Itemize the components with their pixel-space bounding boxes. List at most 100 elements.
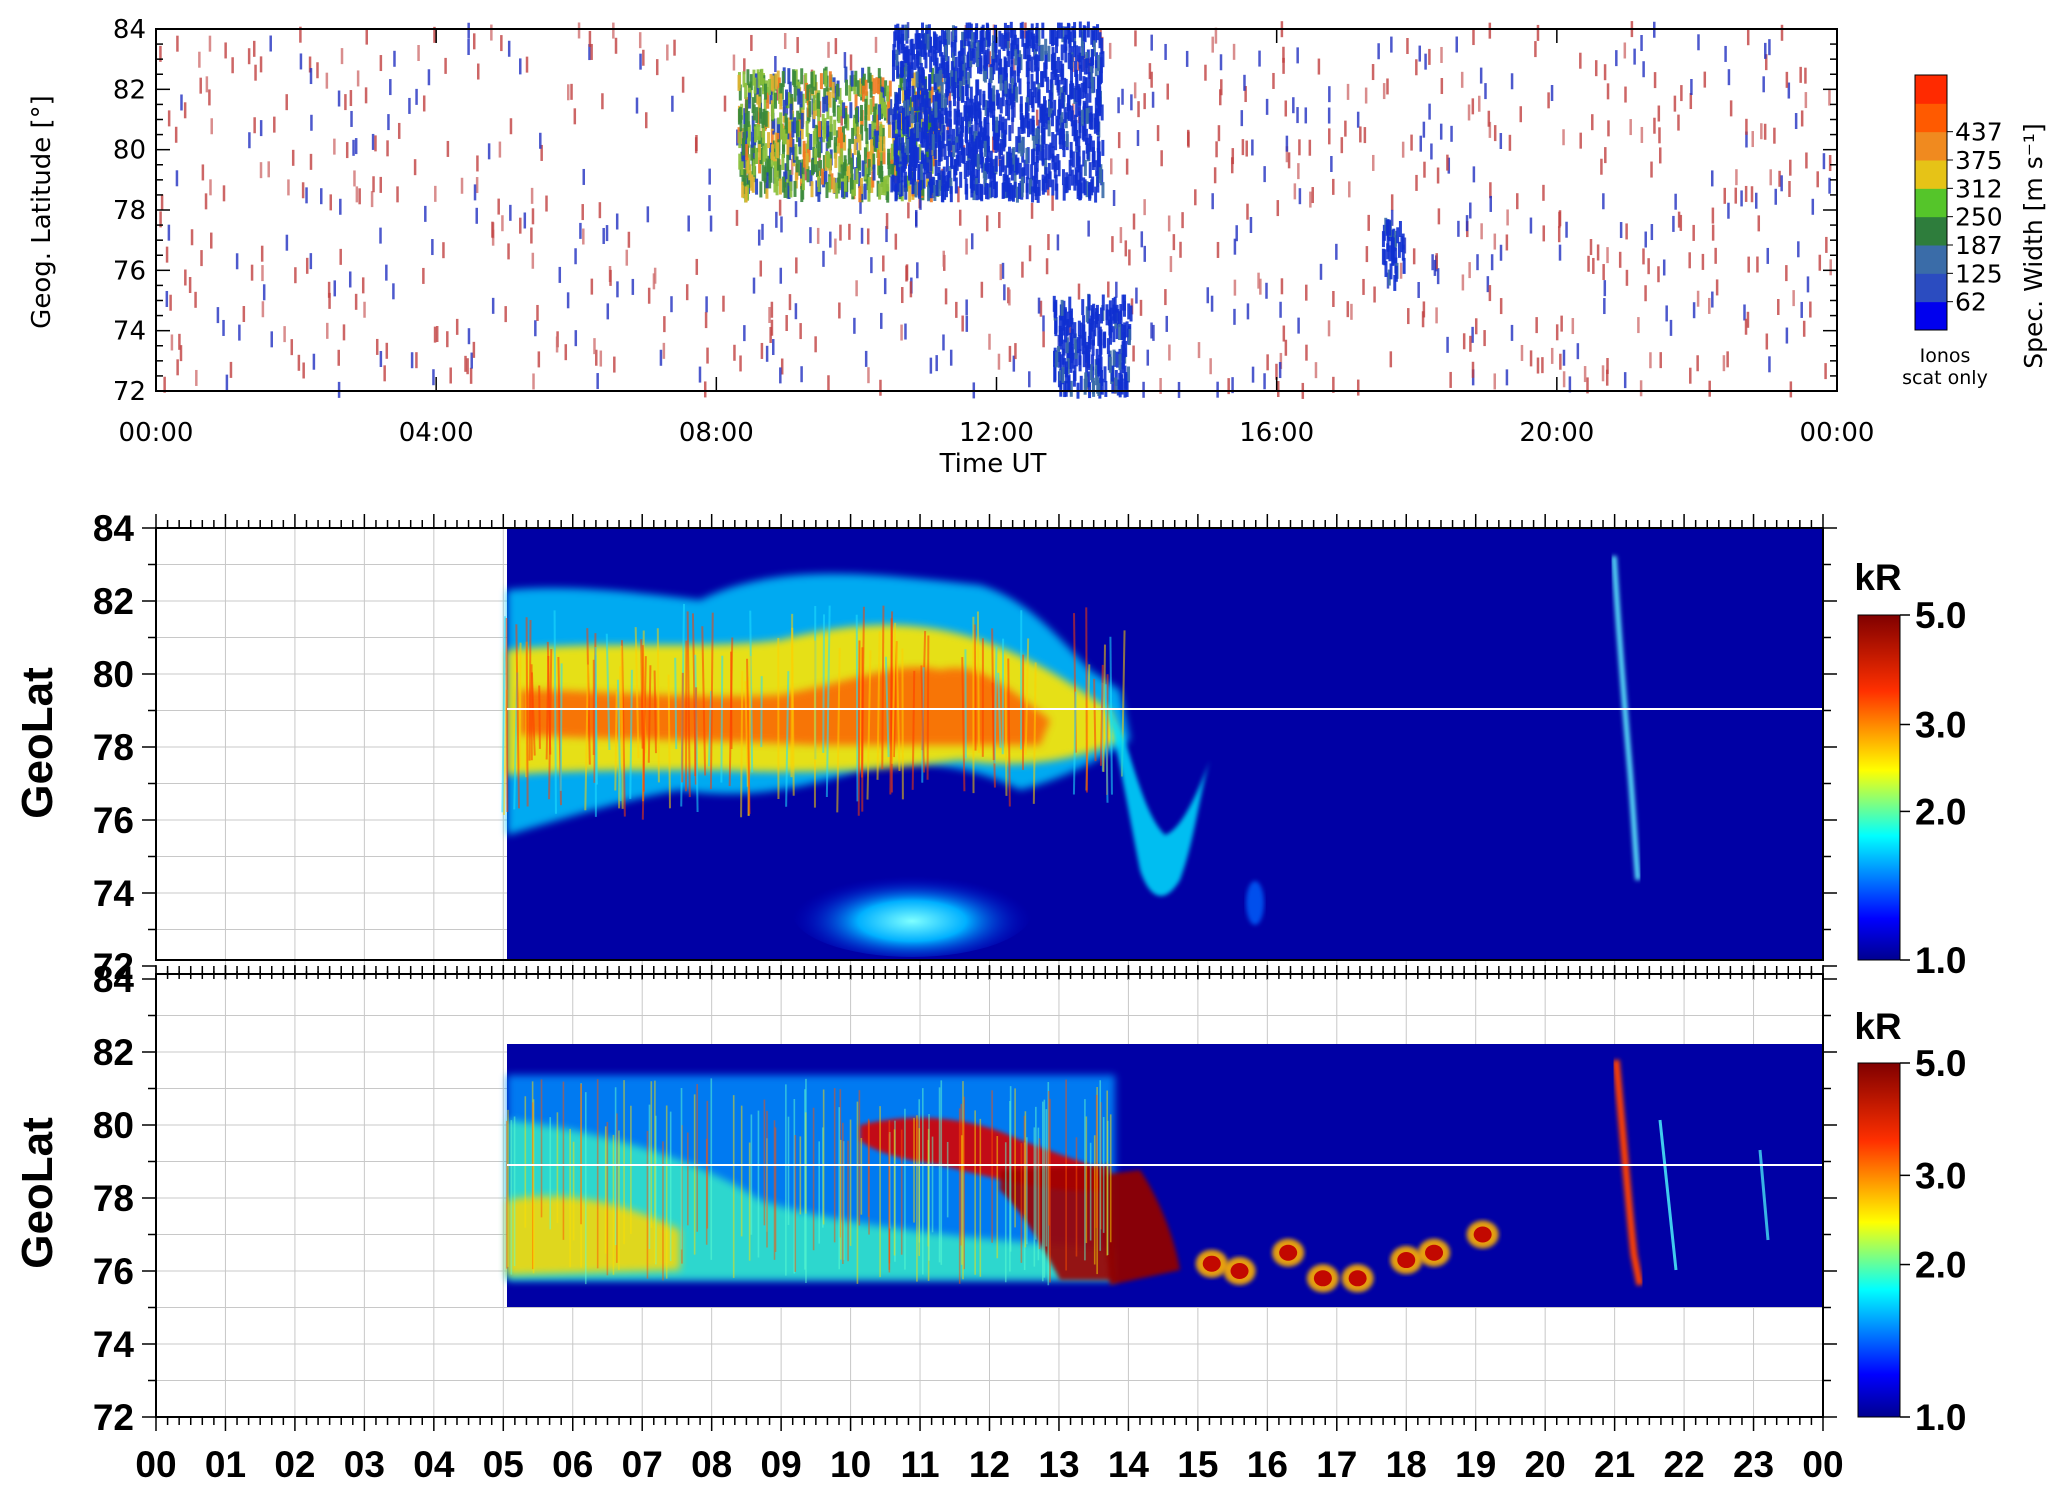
scatter-mark bbox=[758, 157, 762, 174]
scatter-mark bbox=[1082, 125, 1086, 142]
scatter-mark bbox=[1013, 181, 1017, 198]
scatter-mark bbox=[1356, 379, 1360, 396]
scatter-mark bbox=[170, 334, 174, 351]
scatter-mark bbox=[1119, 323, 1123, 340]
evening-spot-core bbox=[1425, 1244, 1444, 1261]
scatter-mark bbox=[922, 172, 926, 189]
scatter-mark bbox=[694, 137, 698, 154]
scatter-mark bbox=[787, 92, 791, 109]
scatter-mark bbox=[959, 62, 963, 79]
scatter-mark bbox=[743, 108, 747, 125]
scatter-mark bbox=[655, 59, 659, 76]
scatter-mark bbox=[1123, 294, 1127, 311]
scatter-mark bbox=[886, 175, 890, 192]
scatter-mark bbox=[1319, 263, 1323, 280]
scatter-mark bbox=[955, 301, 958, 318]
scatter-mark bbox=[918, 112, 922, 129]
scatter-mark bbox=[1077, 99, 1081, 116]
scatter-mark bbox=[1811, 198, 1815, 215]
scatter-mark bbox=[753, 77, 757, 94]
x-tick-label: 17 bbox=[1316, 1444, 1357, 1485]
scatter-mark bbox=[1019, 54, 1023, 71]
scatter-mark bbox=[1098, 354, 1102, 371]
oval-spike bbox=[1024, 638, 1030, 755]
scatter-mark bbox=[1282, 325, 1286, 342]
scatter-mark bbox=[326, 322, 329, 339]
scatter-mark bbox=[1010, 93, 1014, 110]
scatter-mark bbox=[879, 379, 882, 396]
scatter-mark bbox=[1032, 148, 1036, 165]
scatter-mark bbox=[1284, 100, 1288, 117]
x-tick-label: 11 bbox=[900, 1444, 939, 1485]
scatter-mark bbox=[1435, 307, 1438, 324]
scatter-mark bbox=[956, 67, 960, 84]
scatter-mark bbox=[956, 134, 960, 151]
scatter-mark bbox=[840, 162, 844, 179]
colorbar-label: 375 bbox=[1955, 146, 2003, 175]
scatter-mark bbox=[970, 177, 974, 194]
scatter-mark bbox=[372, 176, 375, 193]
scatter-mark bbox=[1049, 142, 1053, 159]
scatter-mark bbox=[1120, 378, 1124, 395]
scatter-mark bbox=[1104, 380, 1108, 397]
scatter-mark bbox=[809, 170, 813, 187]
scatter-mark bbox=[926, 33, 930, 50]
oval-spike bbox=[740, 670, 744, 818]
scatter-mark bbox=[1746, 29, 1750, 46]
scatter-mark bbox=[224, 42, 227, 59]
scatter-mark bbox=[1091, 31, 1095, 48]
scatter-mark bbox=[210, 232, 213, 249]
scatter-mark bbox=[907, 66, 911, 83]
scatter-mark bbox=[899, 27, 903, 44]
scatter-mark bbox=[769, 326, 772, 343]
scatter-mark bbox=[635, 97, 639, 114]
scatter-mark bbox=[975, 135, 979, 152]
scatter-mark bbox=[880, 179, 884, 196]
scatter-mark bbox=[1487, 110, 1491, 127]
scatter-mark bbox=[935, 57, 939, 74]
scatter-mark bbox=[1046, 76, 1050, 93]
scatter-mark bbox=[570, 83, 573, 100]
scatter-mark bbox=[910, 53, 914, 70]
oval-spike bbox=[1104, 684, 1109, 803]
scatter-mark bbox=[337, 349, 340, 366]
scatter-mark bbox=[1160, 150, 1163, 167]
scatter-mark bbox=[1133, 82, 1137, 99]
scatter-mark bbox=[1030, 164, 1034, 181]
scatter-mark bbox=[989, 88, 993, 105]
scatter-mark bbox=[1129, 305, 1133, 322]
scatter-mark bbox=[817, 108, 821, 125]
scatter-mark bbox=[1031, 115, 1035, 132]
scatter-mark bbox=[1085, 360, 1089, 377]
scatter-mark bbox=[907, 110, 911, 127]
scatter-mark bbox=[965, 299, 968, 316]
scatter-mark bbox=[869, 150, 873, 167]
scatter-mark bbox=[183, 102, 187, 119]
scatter-mark bbox=[1119, 362, 1123, 379]
scatter-mark bbox=[1063, 381, 1067, 398]
scatter-mark bbox=[873, 106, 877, 123]
scatter-mark bbox=[946, 172, 950, 189]
scatter-mark bbox=[1026, 163, 1030, 180]
y-axis-label: Geog. Latitude [°] bbox=[27, 95, 57, 329]
scatter-mark bbox=[663, 316, 666, 333]
scatter-mark bbox=[948, 110, 952, 127]
scatter-mark bbox=[225, 374, 229, 391]
scatter-mark bbox=[1058, 128, 1062, 145]
scatter-mark bbox=[850, 157, 854, 174]
scatter-mark bbox=[770, 319, 774, 336]
scatter-mark bbox=[371, 133, 375, 150]
scatter-mark bbox=[755, 147, 759, 164]
scatter-mark bbox=[776, 154, 780, 171]
scatter-mark bbox=[1381, 231, 1385, 248]
scatter-mark bbox=[1083, 81, 1087, 98]
scatter-mark bbox=[1219, 89, 1222, 106]
oval-spike bbox=[961, 657, 966, 792]
keogram-data bbox=[506, 1044, 1823, 1307]
colorbar-segment bbox=[1915, 245, 1947, 274]
scatter-mark bbox=[969, 23, 973, 40]
scatter-mark bbox=[1039, 300, 1043, 317]
scatter-mark bbox=[267, 161, 270, 178]
scatter-mark bbox=[979, 58, 983, 75]
scatter-mark bbox=[1044, 50, 1048, 67]
